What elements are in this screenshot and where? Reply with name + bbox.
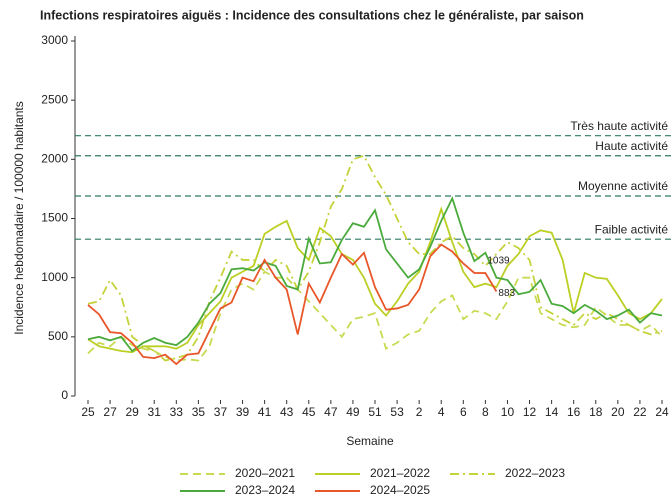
- y-tick-label: 0: [61, 388, 68, 402]
- x-tick-label: 27: [103, 405, 117, 419]
- x-tick-label: 29: [125, 405, 139, 419]
- y-tick-label: 1500: [41, 211, 68, 225]
- legend-label: 2023–2024: [235, 483, 295, 497]
- x-tick-label: 41: [258, 405, 272, 419]
- x-tick-label: 39: [236, 405, 250, 419]
- series-line: [87, 154, 663, 362]
- x-tick-label: 37: [214, 405, 228, 419]
- threshold-label: Haute activité: [595, 139, 668, 153]
- threshold-label: Moyenne activité: [578, 179, 668, 193]
- x-tick-label: 43: [280, 405, 294, 419]
- series-line: [87, 270, 663, 362]
- threshold-label: Faible activité: [595, 222, 669, 236]
- legend-label: 2020–2021: [235, 466, 295, 480]
- x-tick-label: 6: [460, 405, 467, 419]
- data-label: 1039: [487, 256, 510, 267]
- y-tick-label: 3000: [41, 33, 68, 47]
- x-tick-label: 24: [655, 405, 669, 419]
- series-line: [87, 195, 663, 353]
- x-tick-label: 51: [368, 405, 382, 419]
- series-line: [87, 206, 663, 354]
- x-tick-label: 22: [633, 405, 647, 419]
- x-tick-label: 25: [81, 405, 95, 419]
- y-tick-label: 500: [48, 329, 68, 343]
- x-tick-label: 10: [501, 405, 515, 419]
- x-tick-label: 18: [589, 405, 603, 419]
- data-label: 883: [498, 288, 515, 299]
- series-line: [87, 243, 498, 366]
- x-tick-label: 14: [545, 405, 559, 419]
- y-tick-label: 1000: [41, 270, 68, 284]
- x-tick-label: 33: [170, 405, 184, 419]
- x-tick-label: 53: [390, 405, 404, 419]
- x-tick-label: 49: [346, 405, 360, 419]
- x-tick-label: 47: [324, 405, 338, 419]
- y-tick-label: 2500: [41, 92, 68, 106]
- x-tick-label: 45: [302, 405, 316, 419]
- legend-label: 2021–2022: [370, 466, 430, 480]
- x-tick-label: 35: [192, 405, 206, 419]
- x-tick-label: 8: [482, 405, 489, 419]
- legend-label: 2024–2025: [370, 483, 430, 497]
- legend-label: 2022–2023: [505, 466, 565, 480]
- x-tick-label: 2: [416, 405, 423, 419]
- chart-title: Infections respiratoires aiguës : Incide…: [40, 8, 584, 22]
- x-axis-label: Semaine: [346, 434, 394, 448]
- x-tick-label: 4: [438, 405, 445, 419]
- x-tick-label: 20: [611, 405, 625, 419]
- y-tick-label: 2000: [41, 152, 68, 166]
- threshold-label: Très haute activité: [570, 119, 668, 133]
- y-axis-label: Incidence hebdomadaire / 100000 habitant…: [12, 101, 26, 335]
- x-tick-label: 12: [523, 405, 537, 419]
- x-tick-label: 31: [148, 405, 162, 419]
- x-tick-label: 16: [567, 405, 581, 419]
